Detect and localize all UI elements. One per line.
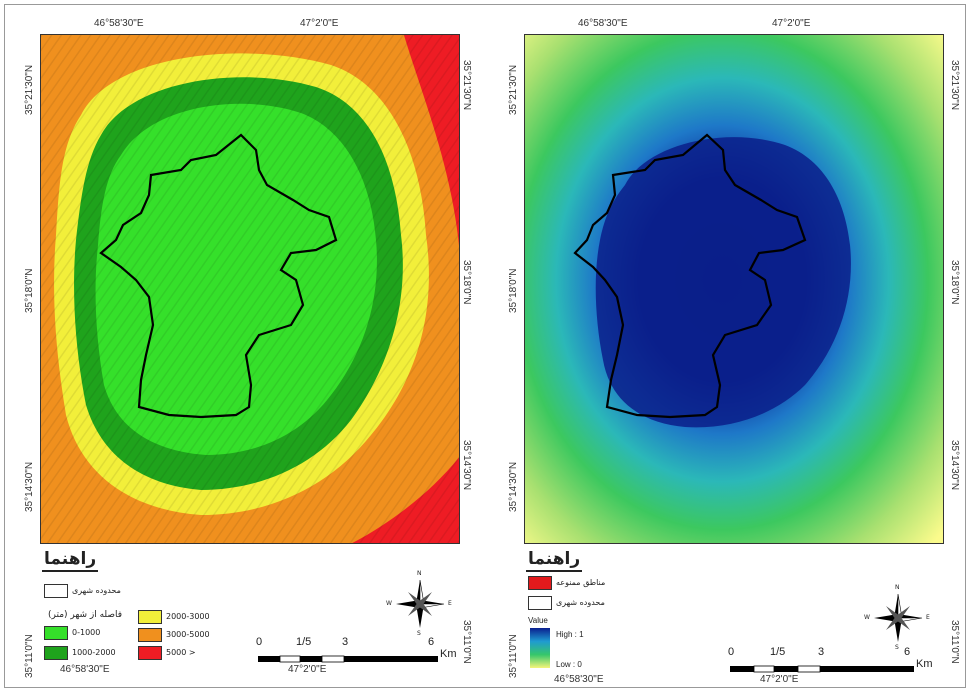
legend-title: راهنما: [526, 548, 583, 572]
class-label: 0-1000: [72, 628, 101, 637]
class-swatch-5000-plus: [138, 646, 162, 660]
top-lon-label: 47°2'0"E: [772, 18, 811, 29]
right-lat-label: 35°21'30"N: [949, 60, 960, 111]
bottom-lon-label: 46°58'30"E: [554, 674, 604, 685]
scale-bar: 0 1/5 3 6 Km: [728, 646, 933, 680]
compass-s: S: [417, 630, 421, 637]
left-lat-label: 35°18'0"N: [24, 268, 35, 314]
left-lat-label: 35°14'30"N: [24, 461, 35, 512]
compass-s: S: [895, 644, 899, 651]
right-lat-label: 35°18'0"N: [461, 260, 472, 305]
scale-tick: 0: [256, 636, 263, 648]
distance-legend: راهنما محدوده شهری فاصله از شهر (متر) 0-…: [40, 548, 460, 676]
left-lat-label: 35°21'30"N: [24, 64, 35, 115]
left-lat-label: 35°14'30"N: [508, 461, 519, 512]
right-lat-label: 35°18'0"N: [949, 260, 960, 305]
class-swatch-0-1000: [44, 626, 68, 640]
top-lon-label: 46°58'30"E: [578, 18, 628, 29]
distance-map-panel: 46°58'30"E 47°2'0"E 35°21'30"N 35°18'0"N…: [10, 18, 472, 680]
class-swatch-3000-5000: [138, 628, 162, 642]
suitability-raster-map[interactable]: [524, 34, 944, 544]
value-ramp: [530, 628, 550, 668]
scale-unit: Km: [440, 648, 457, 660]
left-lat-label: 35°21'30"N: [508, 64, 519, 115]
compass-w: W: [864, 614, 870, 621]
boundary-swatch: [44, 584, 68, 598]
scale-bar: 0 1/5 3 6 Km: [256, 636, 457, 670]
scale-unit: Km: [916, 658, 933, 670]
compass-n: N: [417, 570, 422, 577]
bottom-lon-label: 47°2'0"E: [760, 674, 799, 685]
city-boundary: [99, 133, 338, 419]
suitability-map-panel: 46°58'30"E 47°2'0"E 35°21'30"N 35°18'0"N…: [500, 18, 960, 685]
boundary-label: محدوده شهری: [556, 598, 605, 607]
restricted-swatch: [528, 576, 552, 590]
figure-frame: [4, 4, 966, 688]
left-lat-label: 35°18'0"N: [508, 268, 519, 314]
class-label: 2000-3000: [166, 612, 210, 621]
top-lon-label: 46°58'30"E: [94, 18, 144, 29]
class-label: 1000-2000: [72, 648, 116, 657]
distance-buffer-map[interactable]: [40, 34, 460, 544]
north-arrow-icon: N S E W: [864, 584, 930, 653]
scale-tick: 3: [818, 646, 825, 658]
boundary-swatch: [528, 596, 552, 610]
scale-tick: 6: [428, 636, 435, 648]
boundary-label: محدوده شهری: [72, 586, 121, 595]
left-lat-label: 35°11'0"N: [508, 634, 519, 678]
right-lat-label: 35°21'30"N: [461, 60, 472, 111]
right-lat-label: 35°11'0"N: [949, 620, 960, 664]
bottom-lon-label: 46°58'30"E: [60, 664, 110, 675]
suitability-legend: راهنما مناطق ممنوعه محدوده شهری Value Hi…: [524, 548, 944, 676]
left-lat-label: 35°11'0"N: [24, 634, 35, 678]
right-lat-label: 35°14'30"N: [949, 440, 960, 491]
suitability-core: [595, 137, 851, 428]
high-label: High : 1: [556, 630, 584, 639]
top-lon-label: 47°2'0"E: [300, 18, 339, 29]
scale-tick: 1/5: [296, 636, 312, 648]
compass-n: N: [895, 584, 900, 591]
distance-buffer-svg: [41, 35, 459, 543]
class-swatch-1000-2000: [44, 646, 68, 660]
right-lat-label: 35°14'30"N: [461, 440, 472, 491]
scale-tick: 1/5: [770, 646, 786, 658]
scale-tick: 3: [342, 636, 349, 648]
right-lat-label: 35°11'0"N: [461, 620, 472, 664]
class-label: 3000-5000: [166, 630, 210, 639]
compass-e: E: [926, 614, 930, 621]
suitability-svg: [525, 35, 943, 543]
low-label: Low : 0: [556, 660, 582, 669]
legend-title: راهنما: [42, 548, 99, 572]
distance-heading: فاصله از شهر (متر): [48, 610, 123, 620]
scale-tick: 6: [904, 646, 911, 658]
class-swatch-2000-3000: [138, 610, 162, 624]
restricted-label: مناطق ممنوعه: [556, 578, 606, 587]
compass-w: W: [386, 600, 392, 607]
scale-tick: 0: [728, 646, 735, 658]
bottom-lon-label: 47°2'0"E: [288, 664, 327, 675]
hillshade-texture: [41, 35, 459, 543]
city-boundary: [573, 133, 807, 419]
north-arrow-icon: N S E W: [386, 570, 452, 639]
compass-e: E: [448, 600, 452, 607]
value-heading: Value: [528, 616, 548, 625]
class-label: 5000 >: [166, 648, 196, 657]
